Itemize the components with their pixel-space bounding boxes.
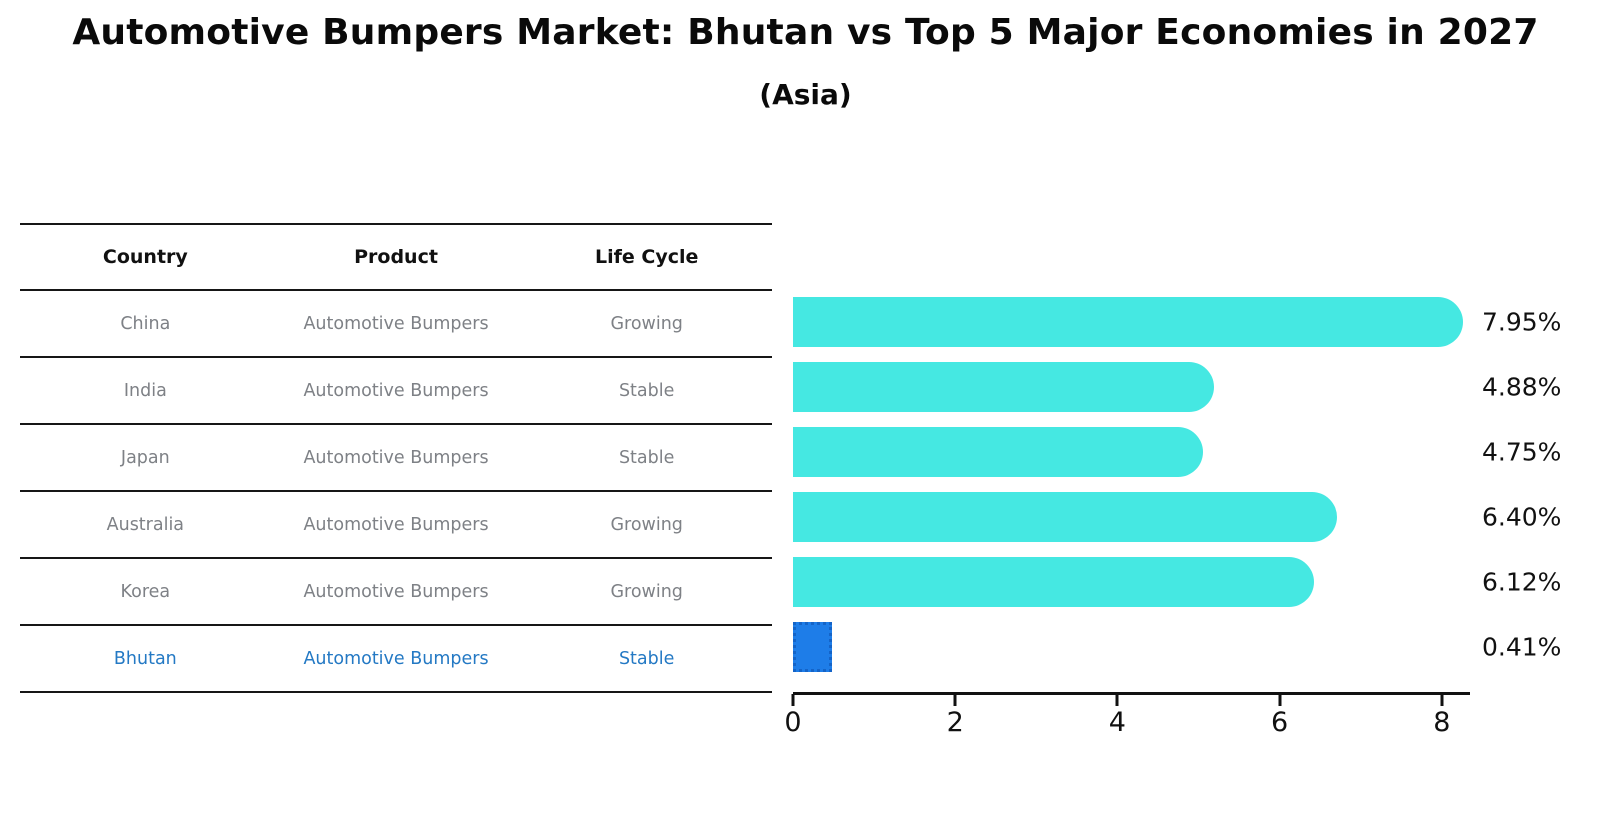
cell-country: Korea xyxy=(120,581,171,602)
bar-china xyxy=(793,296,1463,347)
bar-row-korea: 6.12% xyxy=(793,550,1611,615)
table-row-japan: Japan Automotive Bumpers Stable xyxy=(20,423,772,490)
bar-india xyxy=(793,361,1214,412)
header-country: Country xyxy=(102,246,188,268)
header-product: Product xyxy=(354,246,438,268)
bar-value-label: 4.75% xyxy=(1482,437,1562,467)
bar-value-label: 0.41% xyxy=(1482,632,1562,662)
cell-country: China xyxy=(120,313,171,334)
country-info-table: Country Product Life Cycle China Automot… xyxy=(20,223,772,693)
cell-country: India xyxy=(123,380,167,401)
bar-row-japan: 4.75% xyxy=(793,419,1611,484)
x-tick-mark xyxy=(1278,694,1282,706)
x-tick-mark xyxy=(1115,694,1119,706)
table-row-india: India Automotive Bumpers Stable xyxy=(20,356,772,423)
cell-country: Australia xyxy=(106,514,185,535)
x-tick-mark xyxy=(953,694,957,706)
x-tick-label: 6 xyxy=(1271,707,1289,738)
bar-row-bhutan: 0.41% xyxy=(793,615,1611,680)
x-tick-label: 4 xyxy=(1108,707,1126,738)
table-row-australia: Australia Automotive Bumpers Growing xyxy=(20,490,772,557)
cell-life-cycle: Growing xyxy=(610,581,683,602)
cell-product: Automotive Bumpers xyxy=(303,313,489,334)
x-tick-mark xyxy=(791,694,795,706)
cell-product: Automotive Bumpers xyxy=(303,447,489,468)
cell-life-cycle: Stable xyxy=(618,447,675,468)
header-life-cycle: Life Cycle xyxy=(594,246,699,268)
cell-product: Automotive Bumpers xyxy=(303,648,489,669)
cell-product: Automotive Bumpers xyxy=(303,581,489,602)
bar-row-india: 4.88% xyxy=(793,354,1611,419)
bar-value-label: 4.88% xyxy=(1482,372,1562,402)
bar-value-label: 7.95% xyxy=(1482,307,1562,337)
table-row-bhutan: Bhutan Automotive Bumpers Stable xyxy=(20,624,772,691)
bar-value-label: 6.40% xyxy=(1482,502,1562,532)
bar-australia xyxy=(793,492,1338,543)
bar-row-china: 7.95% xyxy=(793,289,1611,354)
cell-product: Automotive Bumpers xyxy=(303,380,489,401)
table-header-row: Country Product Life Cycle xyxy=(20,225,772,289)
x-axis: 0 2 4 6 8 xyxy=(784,692,1611,752)
bar-plot: 7.95% 4.88% 4.75% 6.40% 6.12% 0.41% xyxy=(793,289,1611,680)
bar-bhutan xyxy=(793,622,833,673)
cell-life-cycle: Growing xyxy=(610,514,683,535)
chart-subtitle: (Asia) xyxy=(759,78,852,111)
bar-row-australia: 6.40% xyxy=(793,484,1611,549)
bar-korea xyxy=(793,557,1315,608)
cell-life-cycle: Stable xyxy=(618,648,675,669)
cell-country: Japan xyxy=(120,447,170,468)
cell-product: Automotive Bumpers xyxy=(303,514,489,535)
x-tick-label: 2 xyxy=(946,707,964,738)
cell-life-cycle: Growing xyxy=(610,313,683,334)
bar-value-label: 6.12% xyxy=(1482,567,1562,597)
cell-life-cycle: Stable xyxy=(618,380,675,401)
table-row-china: China Automotive Bumpers Growing xyxy=(20,289,772,356)
x-tick-label: 8 xyxy=(1433,707,1451,738)
x-tick-mark xyxy=(1440,694,1444,706)
table-row-korea: Korea Automotive Bumpers Growing xyxy=(20,557,772,624)
x-axis-line xyxy=(793,692,1470,695)
cell-country: Bhutan xyxy=(113,648,177,669)
x-tick-label: 0 xyxy=(784,707,802,738)
bar-japan xyxy=(793,426,1204,477)
chart-title: Automotive Bumpers Market: Bhutan vs Top… xyxy=(72,12,1539,53)
